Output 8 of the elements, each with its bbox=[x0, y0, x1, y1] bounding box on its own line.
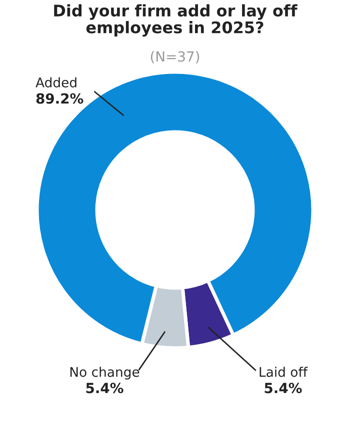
data-label: 89.2% bbox=[36, 93, 84, 104]
slice-label: Laid off bbox=[260, 366, 308, 377]
data-label: 5.4% bbox=[86, 382, 124, 394]
slice-label: No change bbox=[70, 366, 140, 380]
data-label: 5.4% bbox=[264, 382, 302, 394]
chart-subtitle: (N=37) bbox=[150, 51, 200, 64]
slice-label: Added bbox=[36, 77, 76, 88]
chart-title: Did your firm add or lay off employees in 2025? bbox=[54, 4, 298, 37]
